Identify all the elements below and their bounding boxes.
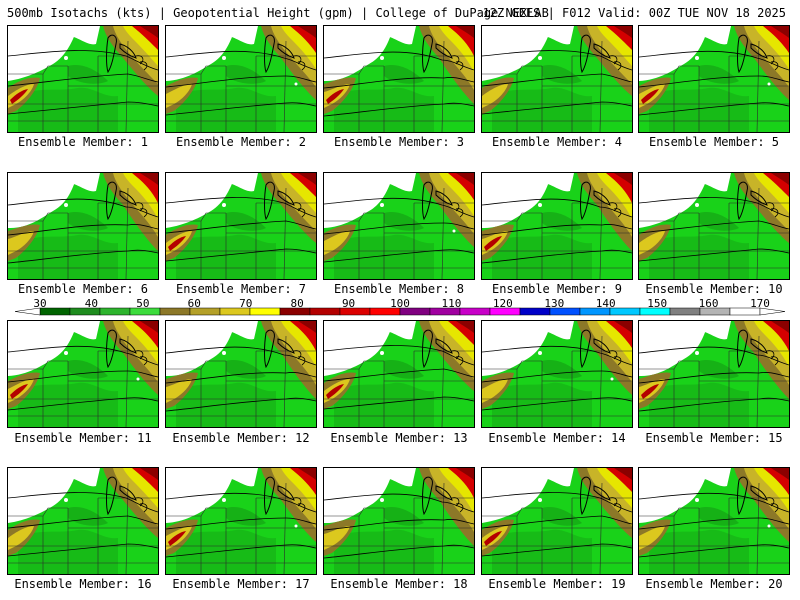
scale-color-swatch <box>249 307 281 316</box>
scale-color-swatch <box>159 307 191 316</box>
color-scale-labels: 30 40 50 60 70 80 90 100 110 120 130 140 150 160 170 <box>0 297 800 310</box>
ensemble-member-label: Ensemble Member: 14 <box>488 431 626 445</box>
ensemble-member-label: Ensemble Member: 9 <box>491 282 623 296</box>
ensemble-map-panel <box>7 320 159 428</box>
ensemble-map-panel <box>638 25 790 133</box>
scale-left-arrow <box>15 307 41 316</box>
ensemble-map-panel <box>323 320 475 428</box>
ensemble-map-panel <box>638 467 790 575</box>
scale-tick-label: 130 <box>544 297 565 310</box>
ensemble-member-label: Ensemble Member: 18 <box>330 577 468 591</box>
ensemble-member-label: Ensemble Member: 15 <box>645 431 783 445</box>
scale-color-swatch <box>99 307 131 316</box>
ensemble-map-panel <box>323 25 475 133</box>
ensemble-map-panel <box>481 172 633 280</box>
scale-tick-label: 80 <box>290 297 304 310</box>
scale-tick-label: 70 <box>239 297 253 310</box>
scale-color-swatch <box>459 307 491 316</box>
ensemble-member-label: Ensemble Member: 12 <box>172 431 310 445</box>
ensemble-member-label: Ensemble Member: 10 <box>645 282 783 296</box>
scale-tick-label: 50 <box>136 297 150 310</box>
ensemble-map-panel <box>638 172 790 280</box>
ensemble-member-label: Ensemble Member: 17 <box>172 577 310 591</box>
scale-color-swatch <box>309 307 341 316</box>
scale-tick-label: 30 <box>33 297 47 310</box>
scale-right-arrow <box>759 307 785 316</box>
ensemble-map-panel <box>481 25 633 133</box>
scale-tick-label: 140 <box>595 297 616 310</box>
ensemble-member-label: Ensemble Member: 7 <box>175 282 307 296</box>
ensemble-map-panel <box>7 25 159 133</box>
ensemble-map-panel <box>481 467 633 575</box>
ensemble-map-panel <box>7 172 159 280</box>
ensemble-member-label: Ensemble Member: 16 <box>14 577 152 591</box>
scale-tick-label: 170 <box>750 297 770 310</box>
ensemble-member-label: Ensemble Member: 4 <box>491 135 623 149</box>
ensemble-map-panel <box>165 172 317 280</box>
scale-tick-label: 160 <box>698 297 719 310</box>
ensemble-member-label: Ensemble Member: 2 <box>175 135 307 149</box>
ensemble-member-label: Ensemble Member: 5 <box>648 135 780 149</box>
ensemble-map-panel <box>638 320 790 428</box>
ensemble-member-label: Ensemble Member: 8 <box>333 282 465 296</box>
scale-tick-label: 90 <box>341 297 356 310</box>
ensemble-map-panel <box>323 467 475 575</box>
ensemble-member-label: Ensemble Member: 20 <box>645 577 783 591</box>
scale-tick-label: 150 <box>647 297 668 310</box>
scale-tick-label: 40 <box>84 297 99 310</box>
ensemble-map-panel <box>165 25 317 133</box>
ensemble-map-panel <box>7 467 159 575</box>
map-header: 500mb Isotachs (kts) | Geopotential Heig… <box>0 0 800 22</box>
ensemble-member-label: Ensemble Member: 13 <box>330 431 468 445</box>
ensemble-member-label: Ensemble Member: 6 <box>17 282 149 296</box>
scale-tick-label: 120 <box>492 297 513 310</box>
color-scale-bar <box>15 296 785 318</box>
map-title: 500mb Isotachs (kts) | Geopotential Heig… <box>7 6 549 20</box>
ensemble-member-label: Ensemble Member: 1 <box>17 135 149 149</box>
ensemble-member-label: Ensemble Member: 19 <box>488 577 626 591</box>
run-info: 12Z GEFS | F012 Valid: 00Z TUE NOV 18 20… <box>482 6 786 20</box>
scale-color-swatch <box>669 307 701 316</box>
ensemble-map-panel <box>481 320 633 428</box>
scale-tick-label: 110 <box>441 297 462 310</box>
scale-tick-label: 100 <box>390 297 410 310</box>
ensemble-map-panel <box>323 172 475 280</box>
ensemble-map-panel <box>165 467 317 575</box>
ensemble-map-panel <box>165 320 317 428</box>
ensemble-member-label: Ensemble Member: 3 <box>333 135 465 149</box>
ensemble-member-label: Ensemble Member: 11 <box>14 431 152 445</box>
scale-tick-label: 60 <box>187 297 201 310</box>
